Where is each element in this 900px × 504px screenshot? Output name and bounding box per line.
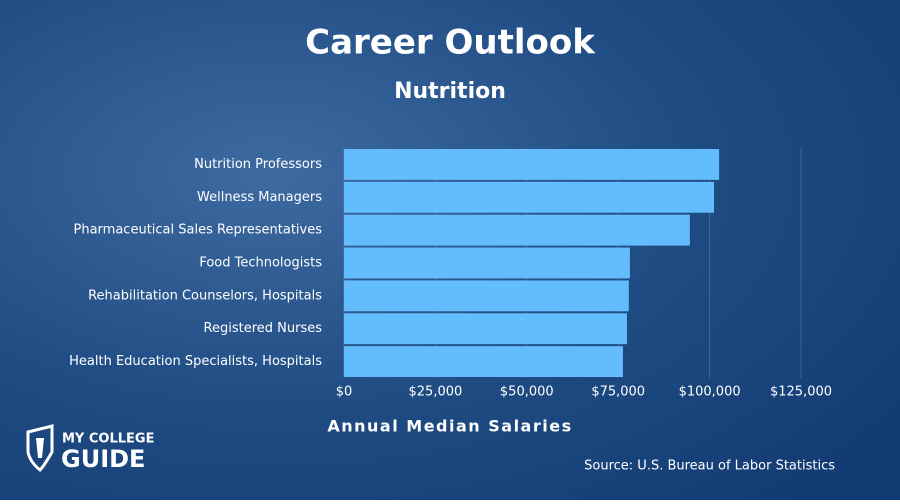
x-tick-label: $0 <box>336 385 353 400</box>
bar <box>344 148 720 180</box>
logo-line2: GUIDE <box>61 445 145 473</box>
x-tick-label: $125,000 <box>770 385 832 400</box>
y-tick-label: Wellness Managers <box>197 190 322 205</box>
x-tick-label: $50,000 <box>500 385 554 400</box>
y-tick-label: Nutrition Professors <box>194 157 322 172</box>
x-axis-label: Annual Median Salaries <box>327 417 572 436</box>
logo: MY COLLEGE GUIDE <box>26 424 154 473</box>
logo-shield <box>26 424 54 473</box>
y-tick-label: Food Technologists <box>199 256 322 271</box>
chart-title: Career Outlook <box>305 23 596 63</box>
plot <box>344 148 720 378</box>
source: Source: U.S. Bureau of Labor Statistics <box>584 459 835 474</box>
bar <box>344 181 714 213</box>
bar <box>344 247 630 279</box>
bar <box>344 346 623 378</box>
y-tick-label: Pharmaceutical Sales Representatives <box>74 223 323 238</box>
x-tick-label: $100,000 <box>679 385 741 400</box>
y-tick-label: Rehabilitation Counselors, Hospitals <box>88 288 322 303</box>
bar <box>344 214 690 246</box>
x-tick-label: $25,000 <box>409 385 463 400</box>
logo-torch <box>36 438 44 458</box>
x-tick-label: $75,000 <box>591 385 645 400</box>
bar <box>344 313 627 345</box>
y-tick-label: Registered Nurses <box>204 321 323 336</box>
chart-subtitle: Nutrition <box>394 79 506 104</box>
bar <box>344 280 629 312</box>
y-tick-label: Health Education Specialists, Hospitals <box>69 354 322 369</box>
logo-line1: MY COLLEGE <box>62 432 154 447</box>
